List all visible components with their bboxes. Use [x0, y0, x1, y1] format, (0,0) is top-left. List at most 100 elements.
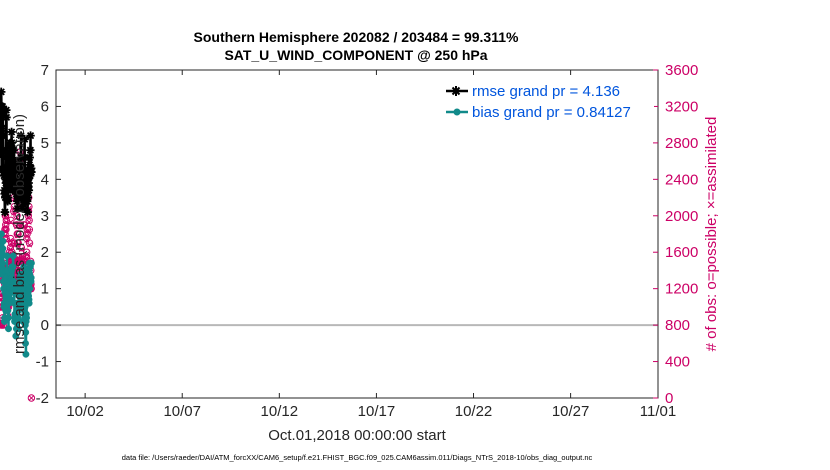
rmse-point [19, 178, 29, 188]
obs-assimilated-point [15, 242, 21, 248]
obs-possible-point [17, 243, 26, 252]
obs-assimilated-point [24, 237, 30, 243]
bias-point [3, 252, 11, 260]
rmse-point [24, 178, 33, 188]
legend-bias-label: bias grand pr = 0.84127 [472, 104, 631, 121]
rmse-point [2, 113, 11, 122]
bias-point [27, 259, 35, 267]
rmse-point [23, 207, 32, 217]
rmse-point [0, 207, 10, 217]
bias-point [4, 307, 12, 314]
obs-assimilated-point [26, 228, 32, 234]
obs-assimilated-point [7, 246, 14, 253]
rmse-point [10, 160, 20, 169]
y-left-tick-label: 2 [41, 244, 49, 261]
obs-assimilated-point [15, 256, 21, 262]
y-right-tick-label: 3200 [665, 98, 698, 115]
rmse-point [18, 171, 28, 180]
bias-point [23, 314, 30, 322]
x-tick-label: 10/17 [358, 403, 396, 420]
obs-possible-point [16, 221, 25, 229]
y-left-tick-label: 6 [41, 98, 49, 115]
rmse-point [17, 164, 26, 173]
rmse-point [8, 153, 17, 162]
rmse-point [27, 167, 36, 177]
chart-title-line1: Southern Hemisphere 202082 / 203484 = 99… [194, 29, 519, 45]
y-left-tick-label: 4 [41, 171, 49, 188]
rmse-series [0, 87, 36, 217]
obs-assimilated-point [21, 224, 27, 230]
bias-point [26, 285, 34, 293]
plot-area [56, 70, 658, 398]
obs-possible-point [13, 221, 21, 229]
rmse-point [23, 193, 33, 202]
obs-assimilated-point [14, 233, 20, 239]
bias-series [0, 230, 35, 358]
obs-possible-point [25, 239, 34, 247]
obs-assimilated-point [15, 233, 21, 239]
rmse-point [1, 153, 11, 162]
y-left-tick-label: 0 [41, 317, 49, 334]
y-right-tick-label: 1200 [665, 281, 698, 298]
bias-point [0, 259, 6, 267]
legend: rmse grand pr = 4.136 bias grand pr = 0.… [442, 80, 654, 124]
bias-point [22, 339, 29, 347]
rmse-point [7, 138, 16, 148]
bias-point [9, 263, 17, 271]
rmse-point [6, 156, 15, 166]
rmse-point [25, 153, 34, 162]
rmse-point [26, 145, 35, 155]
rmse-point [18, 204, 27, 213]
y-left-tick-label: 7 [41, 62, 49, 79]
rmse-point [0, 131, 8, 140]
obs-possible-point [6, 243, 15, 252]
bias-point [22, 328, 30, 336]
bias-point [14, 325, 22, 333]
rmse-point [5, 175, 14, 184]
x-axis: 10/02 10/07 10/12 10/17 10/22 10/27 11/01 [66, 70, 676, 420]
rmse-point [13, 204, 22, 213]
legend-rmse-label: rmse grand pr = 4.136 [472, 83, 620, 100]
rmse-point [20, 153, 29, 162]
y-left-tick-label: 5 [41, 135, 49, 152]
y-left-tick-label: -2 [36, 390, 49, 407]
y-right-tick-label: 400 [665, 354, 690, 371]
obs-possible-point [27, 394, 36, 402]
y-left-tick-label: 3 [41, 208, 49, 225]
plot-frame [55, 69, 659, 399]
x-tick-label: 10/27 [552, 403, 590, 420]
obs-assimilated-point [8, 237, 14, 243]
rmse-point [17, 175, 27, 184]
bias-point [0, 230, 5, 238]
legend-rmse-marker [451, 86, 461, 96]
y-right-tick-label: 2000 [665, 208, 698, 225]
obs-possible-point [22, 248, 31, 256]
bias-point [22, 350, 30, 358]
obs-possible-point [10, 239, 19, 247]
obs-assimilated-point [3, 219, 9, 225]
x-tick-label: 10/22 [455, 403, 493, 420]
x-tick-label: 10/07 [163, 403, 201, 420]
legend-bias-marker [453, 108, 461, 116]
bias-point [5, 325, 12, 333]
rmse-point [12, 178, 22, 188]
bias-point [14, 314, 22, 322]
y-right-tick-label: 3600 [665, 62, 698, 79]
bias-point [25, 299, 33, 307]
obs-assimilated-point [26, 219, 32, 225]
bias-point [0, 237, 7, 245]
rmse-point [9, 145, 18, 155]
y-right-tick-label: 800 [665, 317, 690, 334]
rmse-point [0, 145, 8, 155]
y-right-tick-label: 2800 [665, 135, 698, 152]
x-tick-label: 11/01 [640, 403, 676, 420]
rmse-point [19, 200, 28, 210]
x-tick-label: 10/12 [261, 403, 299, 420]
obs-assimilated-point [26, 242, 33, 248]
bias-point [12, 332, 20, 340]
bias-point [9, 252, 17, 260]
obs-assimilated-point [24, 228, 30, 234]
obs-assimilated-point [8, 219, 14, 225]
footnote: data file: /Users/raeder/DAI/ATM_forcXX/… [122, 453, 593, 462]
